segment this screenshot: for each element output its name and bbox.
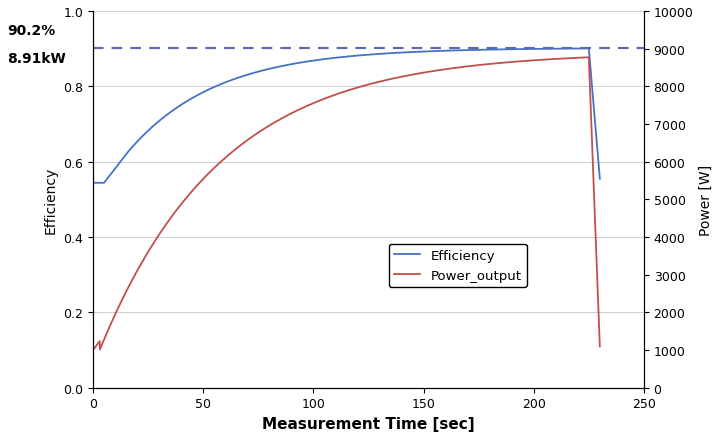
Text: 90.2%: 90.2% (7, 24, 55, 38)
Power_output (377, 79, 386, 85)
Line: Efficiency: Efficiency (93, 49, 600, 184)
Power_output (89, 348, 97, 353)
Efficiency (595, 177, 604, 182)
Legend: Efficiency, Power_output: Efficiency, Power_output (389, 244, 527, 287)
Efficiency (89, 181, 97, 186)
Efficiency (102, 179, 110, 184)
Efficiency (511, 47, 520, 53)
Power_output (595, 344, 604, 349)
Power_output (511, 60, 520, 65)
Power_output (102, 333, 110, 339)
Efficiency (494, 48, 503, 53)
Text: 8.91kW: 8.91kW (7, 52, 66, 66)
Power_output (494, 61, 503, 67)
Efficiency (582, 47, 591, 52)
Power_output (587, 109, 595, 114)
Efficiency (587, 71, 595, 76)
Y-axis label: Power [W]: Power [W] (699, 164, 713, 235)
Efficiency (585, 57, 594, 63)
X-axis label: Measurement Time [sec]: Measurement Time [sec] (262, 416, 474, 431)
Power_output (585, 79, 594, 85)
Line: Power_output: Power_output (93, 58, 600, 350)
Efficiency (377, 52, 386, 57)
Y-axis label: Efficiency: Efficiency (44, 166, 58, 233)
Power_output (582, 56, 591, 61)
